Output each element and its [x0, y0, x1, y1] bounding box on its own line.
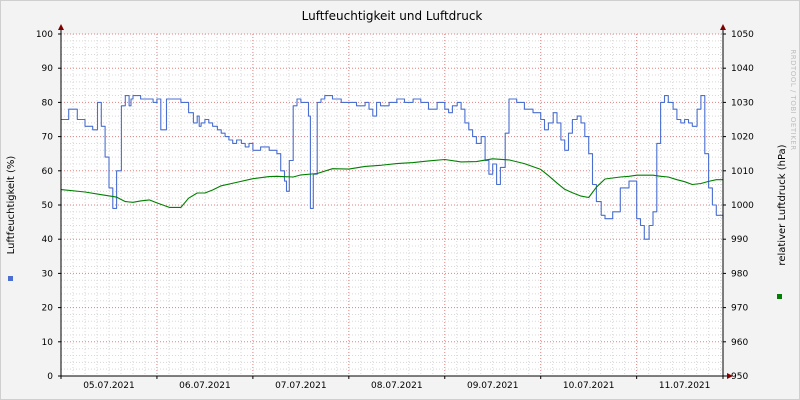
x-axis-arrow [727, 373, 733, 379]
left-axis-ticks: 0 10 20 30 40 50 60 70 80 90 100 [36, 30, 61, 382]
y-right-axis-label: relativer Luftdruck (hPa) [777, 144, 788, 265]
x-tick-label: 05.07.2021 [83, 381, 135, 391]
series-lines [60, 95, 724, 240]
humidity-legend-swatch [8, 276, 13, 281]
y-right-tick-label: 990 [731, 235, 748, 245]
humidity-line [61, 95, 724, 240]
y-left-tick-label: 60 [42, 167, 54, 177]
pressure-legend-swatch [777, 294, 782, 299]
y-right-tick-label: 950 [731, 372, 748, 382]
x-tick-label: 11.07.2021 [659, 381, 711, 391]
y-left-tick-label: 90 [42, 64, 54, 74]
y-left-axis-label: Luftfeuchtigkeit (%) [6, 156, 17, 255]
grid [61, 33, 723, 376]
watermark: RRDTOOL / TOBI OETIKER [789, 49, 797, 150]
x-tick-label: 10.07.2021 [563, 381, 615, 391]
x-tick-label: 08.07.2021 [371, 381, 423, 391]
x-tick-label: 06.07.2021 [179, 381, 231, 391]
y-right-tick-label: 1040 [731, 64, 754, 74]
y-right-tick-label: 1010 [731, 167, 754, 177]
y-right-tick-label: 1030 [731, 98, 754, 108]
pressure-line [60, 158, 723, 208]
y-right-tick-label: 960 [731, 338, 748, 348]
x-tick-label: 07.07.2021 [275, 381, 327, 391]
y-right-tick-label: 970 [731, 304, 748, 314]
y-right-tick-label: 1050 [731, 30, 754, 40]
axes [58, 24, 733, 379]
y-left-tick-label: 30 [42, 269, 54, 279]
y-left-axis-arrow [58, 24, 64, 30]
y-right-axis-arrow [720, 24, 726, 30]
y-right-tick-label: 980 [731, 269, 748, 279]
y-left-tick-label: 80 [42, 98, 54, 108]
y-right-tick-label: 1000 [731, 201, 754, 211]
y-left-tick-label: 50 [42, 201, 54, 211]
chart-title: Luftfeuchtigkeit und Luftdruck [302, 9, 483, 23]
y-right-tick-label: 1020 [731, 133, 754, 143]
x-tick-label: 09.07.2021 [467, 381, 519, 391]
y-left-tick-label: 0 [47, 372, 53, 382]
y-left-tick-label: 70 [42, 133, 54, 143]
y-left-tick-label: 10 [42, 338, 54, 348]
y-left-tick-label: 20 [42, 304, 54, 314]
right-axis-ticks: 950 960 970 980 990 1000 1010 1020 1030 1040 1050 [723, 30, 754, 382]
y-left-tick-label: 100 [36, 30, 53, 40]
y-left-tick-label: 40 [42, 235, 54, 245]
